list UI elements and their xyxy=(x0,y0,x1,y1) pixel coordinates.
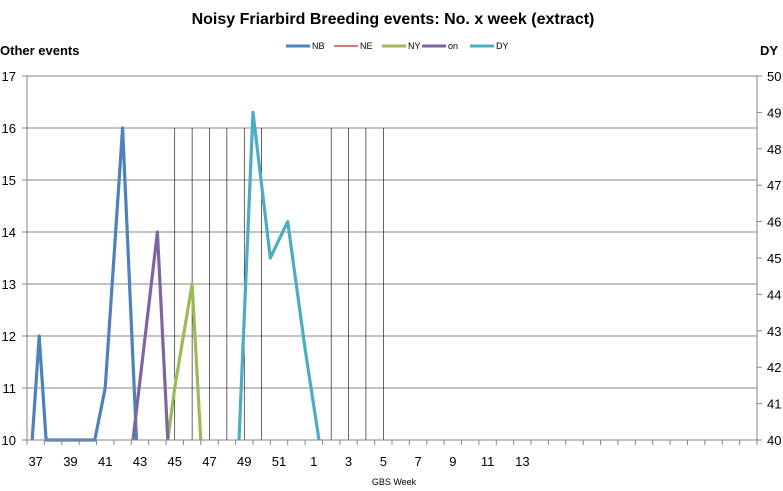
y-tick-label-right: 40 xyxy=(767,433,781,448)
x-tick-label: 9 xyxy=(449,454,456,469)
y-tick-label-right: 42 xyxy=(767,360,781,375)
y-tick-label-right: 50 xyxy=(767,69,781,84)
x-tick-label: 13 xyxy=(515,454,529,469)
x-tick-label: 41 xyxy=(98,454,112,469)
x-tick-label: 5 xyxy=(380,454,387,469)
x-tick-label: 47 xyxy=(202,454,216,469)
x-tick-label: 1 xyxy=(310,454,317,469)
y-tick-label-left: 17 xyxy=(2,69,16,84)
legend-label-on: on xyxy=(448,41,458,51)
y-tick-label-right: 46 xyxy=(767,215,781,230)
y-tick-label-left: 16 xyxy=(2,121,16,136)
gridlines xyxy=(27,75,757,389)
y-tick-label-left: 14 xyxy=(2,225,16,240)
x-tick-label: 51 xyxy=(272,454,286,469)
series-line-NY xyxy=(166,282,203,441)
legend-label-NE: NE xyxy=(360,41,373,51)
legend-label-NY: NY xyxy=(408,41,421,51)
legend-label-DY: DY xyxy=(496,41,509,51)
y-tick-label-left: 15 xyxy=(2,173,16,188)
y-tick-label-right: 49 xyxy=(767,105,781,120)
y-tick-label-right: 41 xyxy=(767,397,781,412)
x-tick-label: 45 xyxy=(168,454,182,469)
y-tick-label-right: 48 xyxy=(767,142,781,157)
y-tick-label-right: 43 xyxy=(767,324,781,339)
y-tick-label-left: 10 xyxy=(2,433,16,448)
y-tick-label-right: 45 xyxy=(767,251,781,266)
x-tick-label: 11 xyxy=(481,454,495,469)
y-tick-label-left: 11 xyxy=(3,381,17,396)
y-tick-label-right: 44 xyxy=(767,287,781,302)
y-ticks-left: 10 11 12 13 14 15 16 17 xyxy=(2,69,27,448)
chart-title: Noisy Friarbird Breeding events: No. x w… xyxy=(192,11,595,28)
y-tick-label-right: 47 xyxy=(767,178,781,193)
x-axis-label: GBS Week xyxy=(372,477,417,487)
x-tick-label: 49 xyxy=(237,454,251,469)
x-tick-label: 43 xyxy=(133,454,147,469)
series-line-DY xyxy=(237,110,321,441)
x-tick-label: 39 xyxy=(63,454,77,469)
series-lines xyxy=(30,110,321,442)
x-tick-label: 3 xyxy=(345,454,352,469)
y-axis-left-label: Other events xyxy=(0,43,79,58)
legend: NB NE NY on DY xyxy=(286,41,509,51)
x-tick-label: 7 xyxy=(414,454,421,469)
x-ticks: 37 39 41 43 45 47 49 51 1 3 5 7 9 11 13 xyxy=(28,454,529,469)
x-tick-label: 37 xyxy=(28,454,42,469)
axes xyxy=(26,76,758,445)
y-tick-label-left: 12 xyxy=(2,329,16,344)
series-line-on xyxy=(131,230,170,441)
y-ticks-right: 40 41 42 43 44 45 46 47 48 49 50 xyxy=(757,69,781,448)
y-tick-label-left: 13 xyxy=(2,277,16,292)
y-axis-right-label: DY xyxy=(760,43,778,58)
legend-label-NB: NB xyxy=(312,41,325,51)
